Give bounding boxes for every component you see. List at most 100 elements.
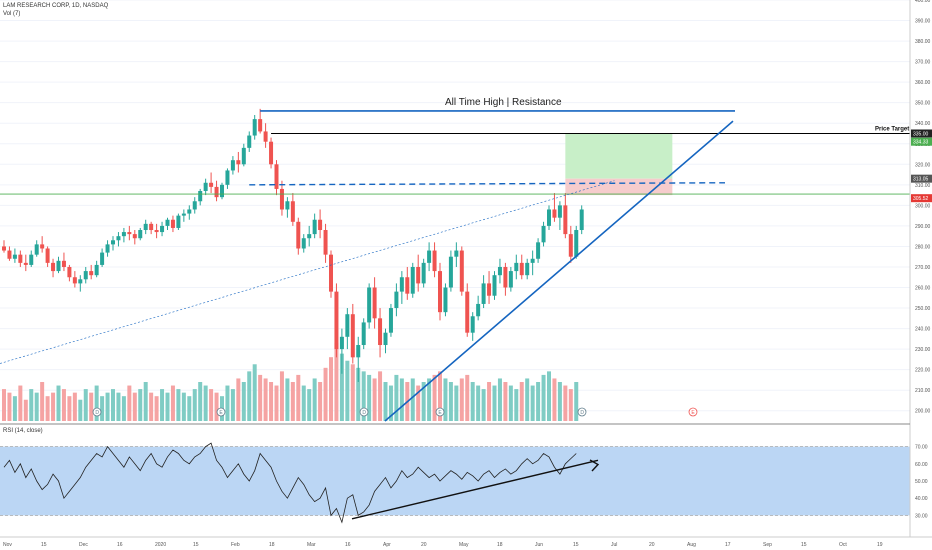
price-badge xyxy=(911,129,932,138)
y-tick-label: 350.00 xyxy=(915,101,931,107)
volume-bar xyxy=(56,385,61,421)
volume-bar xyxy=(476,385,481,421)
volume-bar xyxy=(7,392,12,421)
x-tick-label: 2020 xyxy=(155,542,166,548)
volume-bar xyxy=(530,385,535,421)
y-tick-label: 390.00 xyxy=(915,19,931,25)
candle-body xyxy=(29,254,34,265)
candle-body xyxy=(399,277,404,292)
candle-body xyxy=(367,287,372,323)
candle-body xyxy=(356,345,361,358)
candle-body xyxy=(7,250,12,259)
candle-body xyxy=(448,256,453,288)
candle-body xyxy=(138,230,143,239)
candle-body xyxy=(492,275,497,296)
candle-body xyxy=(329,254,333,292)
volume-bar xyxy=(51,392,56,421)
price-badge-text: 305.52 xyxy=(913,196,929,202)
y-tick-label: 230.00 xyxy=(915,347,931,353)
volume-bar xyxy=(361,371,366,421)
candle-body xyxy=(438,271,442,313)
volume-bar xyxy=(67,396,72,421)
candle-body xyxy=(568,234,573,257)
candle-body xyxy=(519,262,524,276)
x-tick-label: Jun xyxy=(535,542,543,548)
candle-body xyxy=(247,135,252,148)
volume-bar xyxy=(247,371,252,421)
candle-body xyxy=(198,190,203,202)
candle-body xyxy=(285,201,290,210)
y-tick-label: 210.00 xyxy=(915,388,931,394)
x-tick-label: 18 xyxy=(269,542,275,548)
volume-bar xyxy=(399,378,404,421)
y-tick-label: 270.00 xyxy=(915,265,931,271)
volume-bar xyxy=(492,385,497,421)
candle-body xyxy=(83,271,88,280)
price-badge-text: 313.05 xyxy=(913,177,929,183)
volume-bar xyxy=(388,385,393,421)
volume-bars xyxy=(2,343,579,421)
channel-line xyxy=(0,180,615,364)
volume-bar xyxy=(111,389,115,421)
volume-bar xyxy=(89,392,94,421)
event-marker xyxy=(92,407,102,417)
x-tick-label: Dec xyxy=(79,542,88,548)
candle-body xyxy=(345,314,350,337)
candle-body xyxy=(416,266,421,284)
volume-bar xyxy=(508,385,513,421)
volume-bar xyxy=(448,382,453,421)
volume-bar xyxy=(378,371,383,421)
candle-body xyxy=(170,219,175,228)
candle-body xyxy=(241,147,246,165)
volume-bar xyxy=(143,382,148,421)
volume-bar xyxy=(181,392,186,421)
x-tick-label: 15 xyxy=(573,542,579,548)
x-tick-label: Mar xyxy=(307,542,316,548)
candle-body xyxy=(230,160,235,171)
volume-bar xyxy=(339,353,344,421)
volume-bar xyxy=(154,396,159,421)
price-badge-text: 334.33 xyxy=(913,140,929,146)
event-marker-text: D xyxy=(580,410,584,416)
volume-bar xyxy=(329,357,333,421)
volume-bar xyxy=(214,392,219,421)
volume-bar xyxy=(410,378,415,421)
y-tick-label: 200.00 xyxy=(915,409,931,415)
volume-bar xyxy=(61,389,66,421)
rsi-label: RSI (14, close) xyxy=(3,428,43,434)
candle-body xyxy=(476,303,481,317)
candle-body xyxy=(274,164,279,189)
volume-bar xyxy=(100,396,105,421)
x-tick-label: Nov xyxy=(3,542,12,548)
candle-body xyxy=(372,287,377,319)
candle-body xyxy=(121,232,126,237)
x-tick-label: Oct xyxy=(839,542,847,548)
candle-body xyxy=(78,279,83,284)
candle-body xyxy=(252,119,257,136)
volume-bar xyxy=(503,382,508,421)
volume-bar xyxy=(470,382,475,421)
x-tick-label: Feb xyxy=(231,542,240,548)
candle-body xyxy=(94,264,99,276)
volume-bar xyxy=(192,389,197,421)
volume-bar xyxy=(416,385,421,421)
candle-body xyxy=(2,246,6,251)
candle-body xyxy=(350,314,355,358)
rsi-tick-label: 50.00 xyxy=(915,479,928,485)
candle-body xyxy=(563,205,568,235)
volume-bar xyxy=(203,385,208,421)
volume-bar xyxy=(372,378,377,421)
candle-body xyxy=(497,266,502,276)
volume-bar xyxy=(383,382,388,421)
volume-bar xyxy=(536,382,541,421)
candle-body xyxy=(165,219,170,226)
volume-bar xyxy=(350,364,355,421)
x-tick-label: 15 xyxy=(41,542,47,548)
candle-body xyxy=(405,277,410,294)
candle-body xyxy=(383,332,388,346)
volume-bar xyxy=(465,374,470,421)
rsi-tick-label: 60.00 xyxy=(915,462,928,468)
candle-body xyxy=(361,322,366,346)
x-tick-label: Jul xyxy=(611,542,617,548)
